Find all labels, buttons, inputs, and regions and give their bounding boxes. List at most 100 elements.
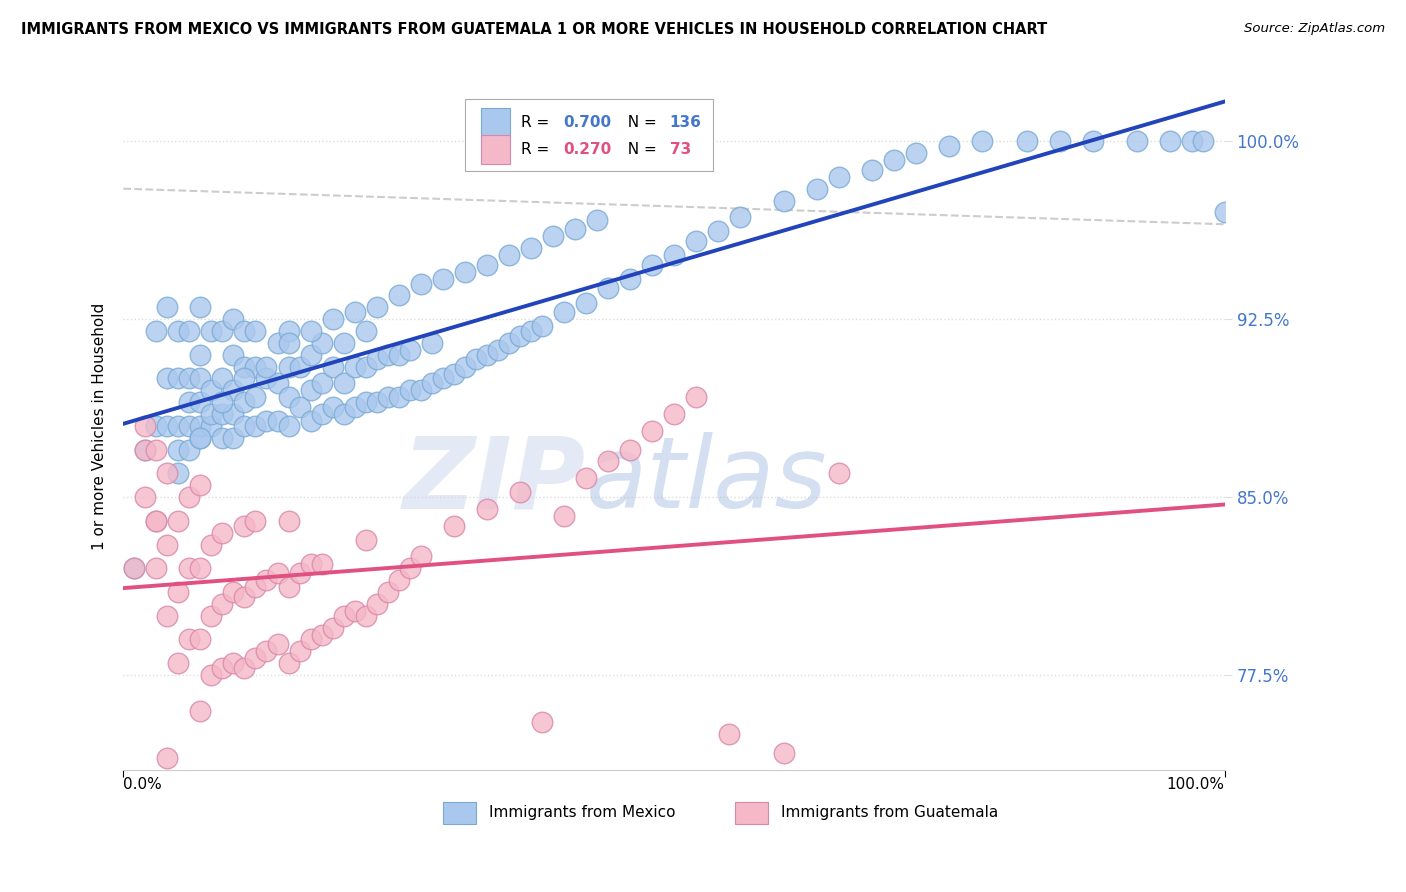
Text: Immigrants from Mexico: Immigrants from Mexico bbox=[489, 805, 675, 820]
Point bbox=[245, 514, 267, 528]
Point bbox=[179, 371, 201, 385]
Point bbox=[233, 418, 256, 433]
Point bbox=[179, 418, 201, 433]
Point bbox=[288, 566, 311, 580]
Point bbox=[464, 352, 486, 367]
Point bbox=[366, 395, 388, 409]
Point bbox=[388, 391, 411, 405]
Point bbox=[530, 715, 553, 730]
Point bbox=[311, 628, 333, 642]
Point bbox=[200, 418, 222, 433]
Point bbox=[332, 376, 354, 391]
Text: 73: 73 bbox=[669, 142, 690, 157]
Point bbox=[718, 727, 741, 741]
Point bbox=[398, 343, 420, 357]
Point bbox=[222, 407, 245, 421]
Point bbox=[1125, 134, 1147, 148]
Point bbox=[641, 258, 664, 272]
Point bbox=[190, 561, 212, 575]
Point bbox=[245, 324, 267, 338]
Point bbox=[520, 324, 543, 338]
Point bbox=[277, 656, 299, 670]
Point bbox=[498, 335, 520, 350]
Point bbox=[377, 585, 399, 599]
Point bbox=[685, 234, 707, 248]
Point bbox=[1213, 205, 1236, 219]
Text: ZIP: ZIP bbox=[404, 433, 586, 530]
Point bbox=[475, 348, 498, 362]
Point bbox=[828, 169, 851, 184]
Point bbox=[211, 371, 233, 385]
Point bbox=[211, 407, 233, 421]
Point bbox=[354, 533, 377, 547]
Text: 0.0%: 0.0% bbox=[124, 777, 162, 792]
Point bbox=[222, 585, 245, 599]
Point bbox=[443, 367, 465, 381]
Point bbox=[179, 561, 201, 575]
Point bbox=[420, 376, 443, 391]
Point bbox=[354, 608, 377, 623]
Point bbox=[366, 597, 388, 611]
Text: Source: ZipAtlas.com: Source: ZipAtlas.com bbox=[1244, 22, 1385, 36]
Point bbox=[124, 561, 146, 575]
Point bbox=[233, 590, 256, 604]
Point bbox=[190, 300, 212, 314]
Point bbox=[409, 277, 432, 291]
Point bbox=[972, 134, 994, 148]
Point bbox=[343, 359, 366, 374]
Point bbox=[190, 632, 212, 647]
Point bbox=[354, 359, 377, 374]
Point bbox=[190, 348, 212, 362]
Point bbox=[211, 431, 233, 445]
Point bbox=[332, 335, 354, 350]
Point bbox=[277, 324, 299, 338]
Point bbox=[1191, 134, 1213, 148]
Point bbox=[190, 418, 212, 433]
Point bbox=[388, 573, 411, 587]
Point bbox=[662, 407, 685, 421]
Point bbox=[222, 312, 245, 326]
Point bbox=[245, 391, 267, 405]
Point bbox=[145, 442, 167, 457]
Point bbox=[366, 352, 388, 367]
Point bbox=[409, 549, 432, 564]
Point bbox=[190, 431, 212, 445]
Point bbox=[211, 395, 233, 409]
Point bbox=[388, 288, 411, 302]
Point bbox=[167, 514, 190, 528]
Text: N =: N = bbox=[617, 142, 661, 157]
Point bbox=[332, 407, 354, 421]
Point bbox=[190, 431, 212, 445]
Point bbox=[1081, 134, 1104, 148]
Point bbox=[366, 300, 388, 314]
Point bbox=[311, 335, 333, 350]
Point bbox=[266, 376, 288, 391]
Point bbox=[256, 644, 278, 658]
Point bbox=[685, 391, 707, 405]
Text: N =: N = bbox=[617, 115, 661, 129]
Point bbox=[277, 359, 299, 374]
Point bbox=[553, 509, 575, 524]
FancyBboxPatch shape bbox=[735, 802, 768, 823]
Text: 0.700: 0.700 bbox=[562, 115, 612, 129]
Point bbox=[860, 162, 883, 177]
Point bbox=[432, 272, 454, 286]
Point bbox=[1159, 134, 1181, 148]
Text: atlas: atlas bbox=[586, 433, 828, 530]
Y-axis label: 1 or more Vehicles in Household: 1 or more Vehicles in Household bbox=[93, 302, 107, 549]
Point bbox=[156, 371, 179, 385]
Point bbox=[388, 348, 411, 362]
Point bbox=[343, 604, 366, 618]
Point bbox=[245, 359, 267, 374]
Point bbox=[883, 153, 905, 168]
Point bbox=[1049, 134, 1071, 148]
Point bbox=[145, 324, 167, 338]
Point bbox=[145, 514, 167, 528]
Point bbox=[190, 704, 212, 718]
Point bbox=[156, 751, 179, 765]
Point bbox=[575, 471, 598, 485]
Point bbox=[299, 632, 322, 647]
Point bbox=[520, 241, 543, 255]
Point bbox=[167, 418, 190, 433]
Point bbox=[200, 668, 222, 682]
